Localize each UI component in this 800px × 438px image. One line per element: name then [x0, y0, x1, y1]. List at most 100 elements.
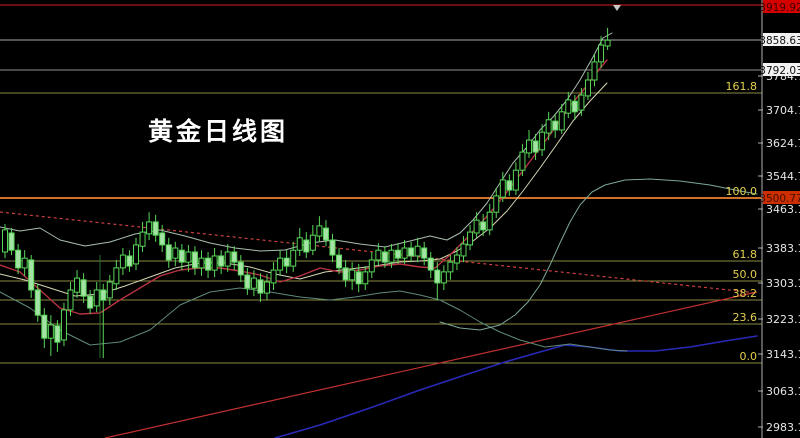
- price-tag-label: 3500.77: [759, 193, 800, 205]
- candle-down: [355, 271, 362, 285]
- candle-down: [342, 267, 349, 281]
- candle-down: [571, 100, 578, 113]
- candle-up: [493, 195, 500, 213]
- candle-up: [414, 245, 421, 257]
- candle-down: [80, 279, 87, 297]
- candle-up: [60, 309, 67, 341]
- candle-down: [427, 257, 434, 271]
- candle-up: [598, 44, 605, 63]
- candle-up: [519, 151, 526, 171]
- candle-up: [558, 111, 565, 131]
- fib-label: 0.0: [740, 350, 758, 363]
- candle-down: [165, 244, 172, 261]
- candle-up: [565, 99, 572, 114]
- price-tick-label: 2983.10: [766, 421, 800, 434]
- triangle-marker: [613, 5, 621, 11]
- fib-label: 23.6: [733, 311, 758, 324]
- candle-down: [218, 255, 225, 267]
- candle-down: [54, 325, 61, 343]
- candle-up: [368, 259, 375, 273]
- candle-down: [100, 289, 107, 301]
- candle-up: [21, 257, 28, 269]
- price-tick-label: 3544.70: [766, 170, 800, 183]
- candle-up: [224, 251, 231, 267]
- candle-down: [178, 249, 185, 263]
- candle-up: [362, 271, 369, 285]
- candle-down: [552, 120, 559, 131]
- price-tag-label: 3919.92: [759, 2, 800, 14]
- candle-up: [545, 119, 552, 134]
- candle-down: [8, 232, 15, 251]
- candle-up: [47, 324, 54, 339]
- price-tag-bg: [763, 0, 800, 13]
- candle-down: [381, 251, 388, 263]
- candle-up: [526, 139, 532, 154]
- candle-up: [440, 271, 447, 284]
- candle-up: [578, 94, 585, 111]
- candle-down: [322, 227, 329, 241]
- candle-down: [257, 279, 264, 294]
- candle-down: [126, 255, 133, 267]
- candle-up: [486, 211, 493, 231]
- candle-up: [453, 254, 460, 264]
- candle-down: [303, 239, 310, 253]
- lower-band-teal: [0, 287, 628, 352]
- candle-up: [146, 221, 153, 235]
- fib-label: 38.2: [733, 287, 758, 300]
- chart-title: 黄金日线图: [148, 118, 289, 146]
- candle-up: [591, 61, 598, 81]
- price-tag-bg: [763, 191, 800, 204]
- price-tick-label: 3063.10: [766, 385, 800, 398]
- fast-ma-red: [0, 59, 608, 315]
- candle-up: [250, 277, 257, 289]
- candle-up: [113, 267, 120, 285]
- candle-up: [499, 179, 506, 198]
- price-tick-label: 3383.10: [766, 242, 800, 255]
- price-tag-bg: [763, 63, 800, 76]
- candle-up: [309, 234, 316, 251]
- candle-up: [296, 237, 303, 251]
- candle-up: [74, 277, 81, 293]
- candle-down: [244, 274, 251, 289]
- candle-down: [480, 221, 487, 231]
- candle-down: [34, 289, 41, 316]
- candle-down: [408, 247, 415, 257]
- price-tag-label: 3792.03: [759, 65, 800, 77]
- price-tick-label: 3624.70: [766, 137, 800, 150]
- candle-up: [467, 231, 474, 246]
- candle-up: [106, 281, 113, 299]
- candle-up: [316, 225, 323, 237]
- candle-up: [447, 261, 454, 273]
- candle-down: [237, 261, 244, 276]
- candle-up: [119, 254, 126, 269]
- candle-up: [375, 249, 382, 261]
- price-tag-bg: [763, 33, 800, 46]
- candle-up: [198, 257, 205, 269]
- fib-label: 61.8: [733, 248, 758, 261]
- price-tick-label: 3303.10: [766, 277, 800, 290]
- candle-down: [421, 247, 428, 259]
- fib-label: 100.0: [726, 185, 758, 198]
- candle-down: [152, 221, 159, 236]
- candle-up: [460, 243, 467, 257]
- fib-label: 50.0: [733, 268, 758, 281]
- candle-up: [139, 231, 146, 247]
- candle-down: [15, 249, 22, 269]
- candle-down: [532, 140, 539, 153]
- candle-up: [264, 281, 270, 294]
- candle-down: [329, 239, 336, 256]
- candle-up: [277, 257, 284, 271]
- candle-down: [231, 251, 238, 263]
- candle-down: [159, 232, 166, 246]
- price-tag-label: 3858.63: [759, 35, 800, 47]
- candle-down: [506, 180, 513, 191]
- candle-down: [205, 257, 212, 271]
- candle-down: [283, 257, 290, 267]
- candle-down: [336, 254, 343, 269]
- candle-up: [67, 289, 74, 311]
- price-tick-label: 3223.10: [766, 313, 800, 326]
- candle-up: [185, 251, 192, 263]
